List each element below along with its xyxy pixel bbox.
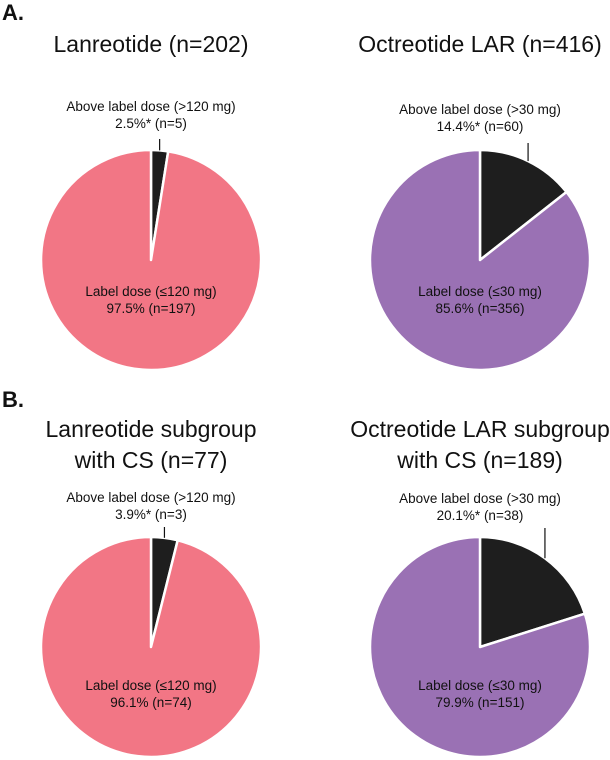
panel-label-a: A. <box>2 0 24 25</box>
label-dose-label: Label dose (≤120 mg) <box>85 678 216 693</box>
above-label-dose-label: Above label dose (>30 mg) <box>399 102 561 117</box>
above-label-dose-label: Above label dose (>120 mg) <box>66 490 235 505</box>
label-dose-label: Label dose (≤30 mg) <box>418 284 542 299</box>
pie-slice-above-label-dose <box>478 535 587 649</box>
chart-title: Octreotide LAR (n=416) <box>358 31 602 57</box>
above-label-dose-label: Above label dose (>120 mg) <box>66 99 235 114</box>
pie-chart-4: Octreotide LAR subgroup with CS (n=189) Ab… <box>350 416 610 759</box>
chart-title: with CS (n=189) <box>396 447 563 473</box>
chart-title: Lanreotide subgroup <box>46 416 257 442</box>
above-label-dose-value: 20.1%* (n=38) <box>437 508 524 523</box>
label-dose-label: Label dose (≤30 mg) <box>418 678 542 693</box>
label-dose-value: 79.9% (n=151) <box>436 695 525 710</box>
chart-title: Octreotide LAR subgroup <box>350 416 610 442</box>
label-dose-value: 97.5% (n=197) <box>107 301 196 316</box>
above-label-dose-value: 2.5%* (n=5) <box>115 116 187 131</box>
above-label-dose-value: 14.4%* (n=60) <box>437 119 524 134</box>
charts-group: Lanreotide (n=202) Above label dose (>120… <box>39 31 610 759</box>
label-dose-value: 96.1% (n=74) <box>110 695 191 710</box>
chart-title: Lanreotide (n=202) <box>53 31 248 57</box>
pie-chart-1: Lanreotide (n=202) Above label dose (>120… <box>39 31 263 372</box>
above-label-dose-value: 3.9%* (n=3) <box>115 507 187 522</box>
chart-title: with CS (n=77) <box>74 447 228 473</box>
pie-slice-label-dose <box>368 535 592 759</box>
pie-slice-label-dose <box>39 535 263 759</box>
label-dose-label: Label dose (≤120 mg) <box>85 284 216 299</box>
panel-label-b: B. <box>2 387 24 412</box>
label-dose-value: 85.6% (n=356) <box>436 301 525 316</box>
above-label-dose-label: Above label dose (>30 mg) <box>399 491 561 506</box>
pie-slice-label-dose <box>39 148 263 372</box>
pie-chart-2: Octreotide LAR (n=416) Above label dose (… <box>358 31 602 372</box>
pie-slice-label-dose <box>368 148 592 372</box>
pie-chart-3: Lanreotide subgroup with CS (n=77) Above l… <box>39 416 263 759</box>
